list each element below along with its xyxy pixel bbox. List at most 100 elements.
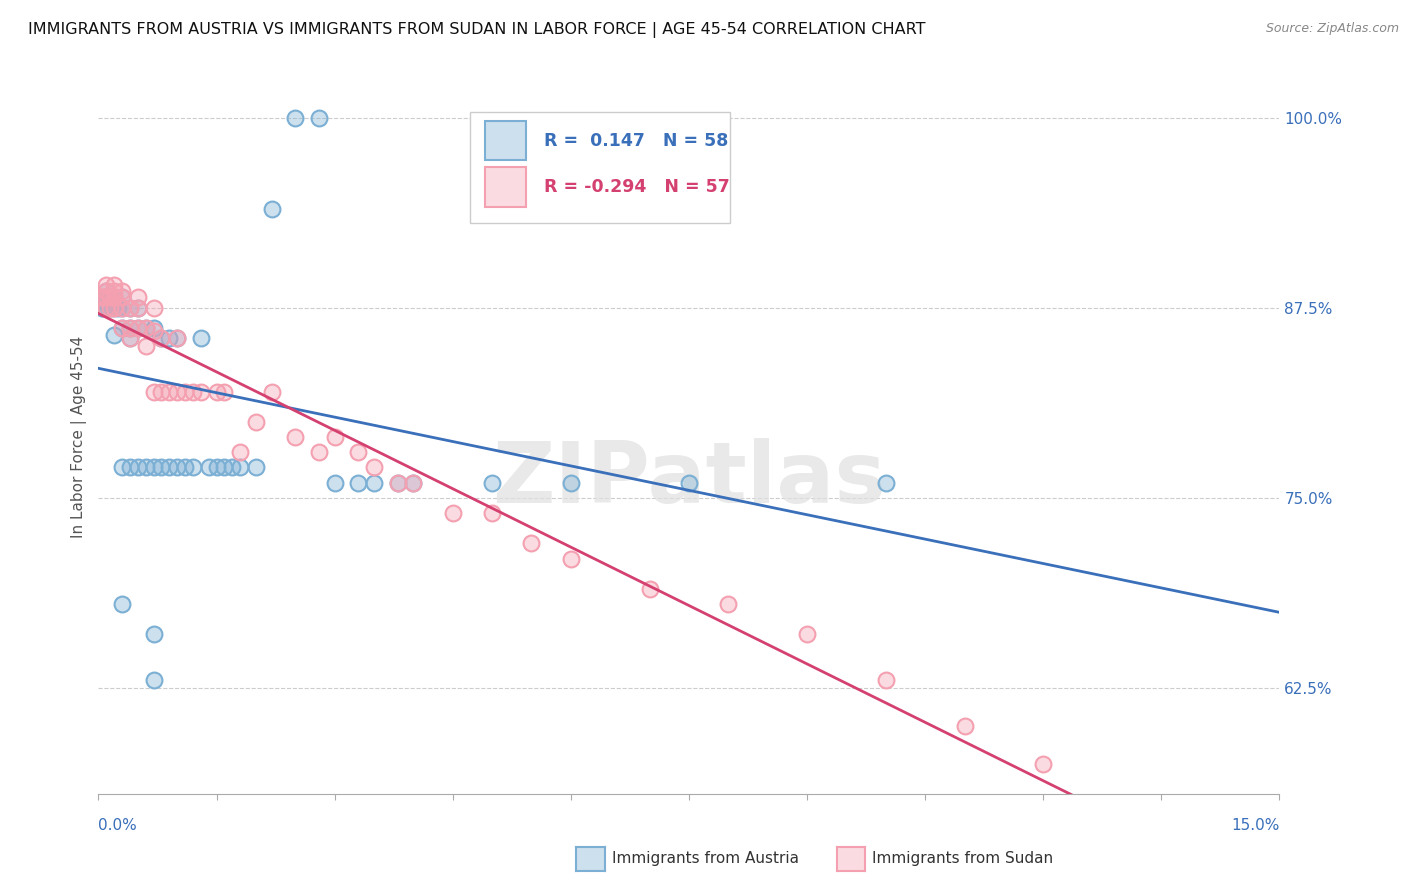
- Point: [363, 475, 385, 490]
- Point: [111, 597, 134, 611]
- Point: [142, 673, 165, 687]
- Point: [560, 551, 582, 566]
- Point: [229, 460, 252, 475]
- Point: [166, 460, 188, 475]
- Point: [157, 460, 180, 475]
- Point: [111, 320, 134, 334]
- Point: [181, 384, 204, 399]
- Point: [96, 285, 118, 299]
- Point: [98, 301, 121, 315]
- Point: [127, 320, 149, 334]
- Point: [96, 296, 118, 310]
- FancyBboxPatch shape: [485, 121, 526, 161]
- Point: [118, 331, 141, 345]
- Point: [150, 331, 173, 345]
- Point: [107, 301, 129, 315]
- Point: [387, 475, 409, 490]
- Point: [111, 290, 134, 304]
- Point: [111, 290, 134, 304]
- Point: [245, 460, 267, 475]
- Point: [150, 384, 173, 399]
- Point: [98, 290, 121, 304]
- Point: [127, 301, 149, 315]
- Point: [111, 320, 134, 334]
- Point: [214, 384, 236, 399]
- Point: [678, 475, 700, 490]
- Point: [118, 320, 141, 334]
- Point: [127, 290, 149, 304]
- Y-axis label: In Labor Force | Age 45-54: In Labor Force | Age 45-54: [72, 336, 87, 538]
- Point: [118, 301, 141, 315]
- Point: [103, 296, 125, 310]
- Text: Source: ZipAtlas.com: Source: ZipAtlas.com: [1265, 22, 1399, 36]
- Point: [96, 290, 118, 304]
- Point: [245, 415, 267, 429]
- Text: Immigrants from Austria: Immigrants from Austria: [612, 851, 799, 865]
- Point: [127, 460, 149, 475]
- Text: R =  0.147   N = 58: R = 0.147 N = 58: [544, 132, 728, 150]
- Point: [166, 384, 188, 399]
- Point: [91, 301, 114, 315]
- Point: [142, 320, 165, 334]
- Point: [96, 285, 118, 299]
- Point: [150, 331, 173, 345]
- Point: [260, 384, 283, 399]
- Point: [441, 506, 464, 520]
- Point: [127, 320, 149, 334]
- Point: [323, 475, 346, 490]
- Point: [142, 301, 165, 315]
- Point: [103, 285, 125, 299]
- Point: [174, 460, 197, 475]
- Text: ZIPatlas: ZIPatlas: [492, 438, 886, 522]
- FancyBboxPatch shape: [485, 168, 526, 207]
- Point: [190, 331, 212, 345]
- Point: [363, 460, 385, 475]
- Point: [347, 445, 370, 459]
- Point: [197, 460, 219, 475]
- Point: [284, 112, 307, 126]
- Point: [796, 627, 818, 641]
- Point: [90, 290, 112, 304]
- Point: [103, 290, 125, 304]
- Point: [96, 278, 118, 293]
- Point: [157, 331, 180, 345]
- Point: [142, 384, 165, 399]
- Point: [1032, 756, 1054, 771]
- Point: [205, 460, 228, 475]
- Point: [402, 475, 425, 490]
- Point: [90, 301, 112, 315]
- Point: [103, 290, 125, 304]
- Point: [181, 460, 204, 475]
- Point: [221, 460, 243, 475]
- Point: [118, 331, 141, 345]
- Point: [387, 475, 409, 490]
- Point: [260, 202, 283, 217]
- Point: [103, 328, 125, 343]
- Text: 15.0%: 15.0%: [1232, 818, 1279, 832]
- Point: [638, 582, 661, 596]
- Point: [96, 301, 118, 315]
- Point: [229, 445, 252, 459]
- Point: [174, 384, 197, 399]
- Point: [190, 384, 212, 399]
- Point: [127, 301, 149, 315]
- Point: [142, 627, 165, 641]
- Text: IMMIGRANTS FROM AUSTRIA VS IMMIGRANTS FROM SUDAN IN LABOR FORCE | AGE 45-54 CORR: IMMIGRANTS FROM AUSTRIA VS IMMIGRANTS FR…: [28, 22, 925, 38]
- Point: [481, 475, 503, 490]
- Point: [142, 324, 165, 338]
- Point: [111, 285, 134, 299]
- Point: [98, 301, 121, 315]
- Point: [166, 331, 188, 345]
- Point: [875, 673, 897, 687]
- Point: [118, 301, 141, 315]
- Point: [91, 290, 114, 304]
- Text: R = -0.294   N = 57: R = -0.294 N = 57: [544, 178, 730, 196]
- Point: [103, 301, 125, 315]
- Point: [111, 301, 134, 315]
- Point: [96, 301, 118, 315]
- Point: [135, 339, 157, 353]
- Point: [323, 430, 346, 444]
- Point: [308, 445, 330, 459]
- Point: [875, 475, 897, 490]
- Point: [142, 460, 165, 475]
